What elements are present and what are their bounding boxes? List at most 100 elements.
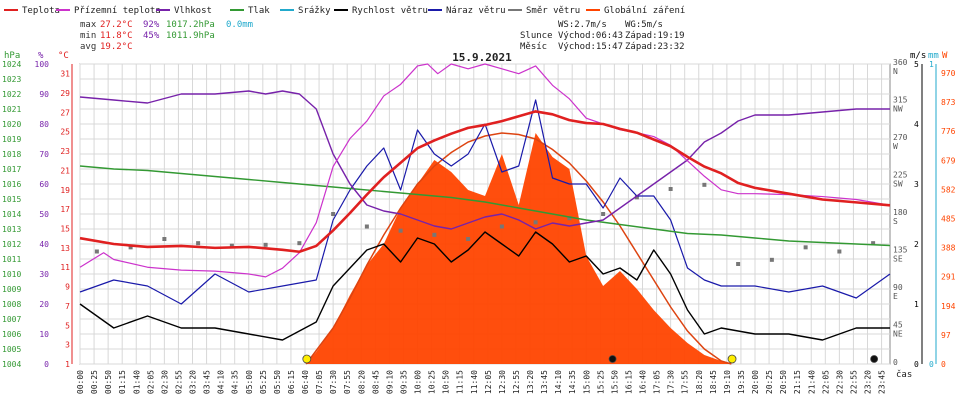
x-tick-label: 11:40 — [470, 370, 479, 394]
x-tick-label: 13:20 — [526, 370, 535, 394]
pressure-tick-label: 1022 — [2, 90, 21, 99]
x-tick-label: 00:25 — [90, 370, 99, 394]
radiation-tick-label: 97 — [941, 331, 951, 340]
wind-speed-tick-label: 3 — [914, 180, 919, 189]
x-tick-label: 16:40 — [639, 370, 648, 394]
moonrise-value: Východ:15:47 — [558, 42, 623, 52]
pressure-unit: hPa — [4, 51, 20, 61]
temperature-tick-label: 5 — [65, 321, 70, 330]
pressure-tick-label: 1012 — [2, 240, 21, 249]
pressure-tick-label: 1020 — [2, 120, 21, 129]
x-tick-label: 14:35 — [568, 370, 577, 394]
humidity-tick-label: 50 — [39, 210, 49, 219]
clear-sky-curve — [305, 132, 732, 365]
moon-marker — [870, 355, 879, 363]
x-tick-label: 03:45 — [203, 370, 212, 394]
x-tick-label: 02:05 — [146, 370, 155, 394]
stats-block: max 27.2°C 92% 1017.2hPa 0.0mm min 11.8°… — [80, 20, 253, 52]
x-tick-label: 02:30 — [160, 370, 169, 394]
legend-label: Teplota — [22, 6, 60, 16]
rain-tick-label: 0 — [929, 360, 934, 369]
wind-speed-tick-label: 2 — [914, 240, 919, 249]
wind-unit: m/s — [910, 51, 926, 61]
moonset-value: Západ:23:32 — [625, 42, 685, 52]
sun-marker — [302, 354, 312, 364]
wind-dir-point — [162, 237, 167, 241]
wind-dir-point — [297, 241, 302, 246]
wind-dir-point — [601, 212, 606, 216]
x-tick-label: 10:50 — [442, 370, 451, 394]
x-tick-label: 05:25 — [259, 370, 268, 394]
legend-label: Globální záření — [604, 6, 685, 16]
x-tick-label: 13:45 — [540, 370, 549, 394]
x-tick-label: 09:35 — [399, 370, 408, 394]
gust-line — [79, 99, 891, 305]
legend-label: Přízemní teplota — [74, 6, 161, 16]
x-tick-label: 03:20 — [189, 370, 198, 394]
pressure-tick-label: 1024 — [2, 60, 21, 69]
stat-min-label: min — [80, 31, 96, 41]
radiation-tick-label: 776 — [941, 127, 956, 136]
temperature-tick-label: 3 — [65, 341, 70, 350]
wind-dir-point — [634, 195, 639, 200]
legend-label: Vlhkost — [174, 6, 212, 16]
humidity-tick-label: 40 — [39, 240, 49, 249]
x-tick-label: 10:00 — [414, 370, 423, 394]
humidity-tick-label: 100 — [35, 60, 50, 69]
x-tick-label: 17:05 — [653, 370, 662, 394]
rain-tick-label: 1 — [929, 60, 934, 69]
pressure-tick-label: 1016 — [2, 180, 21, 189]
wind-dir-compass-label: W — [893, 142, 898, 151]
wind-dir-compass-label: E — [893, 292, 898, 301]
wind-dir-tick-label: 360 — [893, 58, 908, 67]
radiation-tick-label: 485 — [941, 215, 956, 224]
pressure-tick-label: 1013 — [2, 225, 21, 234]
x-tick-label: 06:40 — [301, 370, 310, 394]
wind-dir-point — [871, 241, 876, 246]
temperature-tick-label: 11 — [60, 263, 70, 272]
wind-dir-tick-label: 0 — [893, 358, 898, 367]
wind-dir-point — [466, 237, 471, 241]
moon-label: Měsíc — [520, 42, 547, 52]
humidity-tick-label: 80 — [39, 120, 49, 129]
pressure-tick-label: 1017 — [2, 165, 21, 174]
stat-avg-label: avg — [80, 42, 96, 52]
wind-dir-point — [803, 245, 808, 250]
x-tick-label: 15:00 — [582, 370, 591, 394]
wind-dir-tick-label: 180 — [893, 208, 908, 217]
temperature-tick-label: 31 — [60, 70, 70, 79]
pressure-tick-label: 1010 — [2, 270, 21, 279]
wind-dir-point — [331, 212, 336, 216]
sunset-value: Západ:19:19 — [625, 31, 685, 41]
wind-dir-point — [128, 245, 133, 250]
x-tick-label: 15:50 — [610, 370, 619, 394]
x-tick-label: 10:25 — [428, 370, 437, 394]
x-tick-label: 02:55 — [174, 370, 183, 394]
radiation-tick-label: 582 — [941, 185, 956, 194]
chart-title: 15.9.2021 — [452, 51, 512, 64]
wind-dir-tick-label: 225 — [893, 171, 908, 180]
x-tick-label: 17:55 — [681, 370, 690, 394]
axis-unit-headers: hPa % °C m/s mm W — [4, 51, 948, 61]
x-tick-label: 21:15 — [793, 370, 802, 394]
x-tick-label: 09:10 — [385, 370, 394, 394]
humidity-unit: % — [38, 51, 44, 61]
wind-dir-point — [229, 243, 234, 248]
humidity-tick-label: 0 — [44, 360, 49, 369]
wind-dir-point — [837, 249, 842, 254]
x-tick-label: 01:15 — [118, 370, 127, 394]
pressure-tick-label: 1004 — [2, 360, 21, 369]
x-tick-label: 00:50 — [104, 370, 113, 394]
x-tick-label: 12:30 — [498, 370, 507, 394]
temperature-tick-label: 21 — [60, 166, 70, 175]
wind-dir-point — [432, 232, 437, 237]
pressure-tick-label: 1018 — [2, 150, 21, 159]
wind-dir-compass-label: NE — [893, 330, 903, 339]
humidity-tick-label: 30 — [39, 270, 49, 279]
wind-dir-point — [702, 182, 707, 187]
wind-dir-compass-label: N — [893, 67, 898, 76]
temperature-tick-label: 9 — [65, 283, 70, 292]
wind-dir-point — [364, 224, 369, 229]
legend-label: Náraz větru — [446, 6, 506, 16]
